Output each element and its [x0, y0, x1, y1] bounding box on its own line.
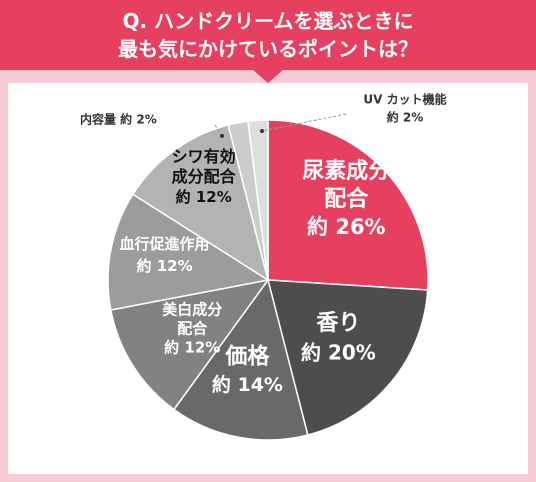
title-banner: [0, 0, 536, 70]
slice-label: 血行促進作用: [120, 235, 210, 253]
pie-slice: [247, 119, 269, 281]
slice-value-label: 約 12%: [164, 339, 220, 357]
leader-line: [261, 113, 347, 132]
pie-slice: [131, 124, 270, 282]
chart-title-line-2: 最も気にかけているポイントは？: [118, 37, 418, 61]
pie-slice: [267, 119, 429, 291]
slice-label: 配合: [324, 186, 369, 212]
pie-slice: [172, 278, 309, 441]
slice-value-label: 約 2%: [387, 110, 424, 125]
slice-value-label: 約 12%: [176, 188, 232, 206]
chart-title-line-1: Q. ハンドクリームを選ぶときに: [122, 9, 414, 33]
slice-label: 配合: [177, 320, 208, 338]
leader-line: [214, 124, 223, 137]
banner-pointer: [252, 69, 284, 83]
slice-value-label: 約 20%: [301, 341, 376, 365]
pie-slice: [107, 193, 271, 311]
slice-label: 美白成分: [162, 301, 222, 319]
slice-label: 尿素成分: [302, 158, 390, 184]
slice-label: 成分配合: [172, 167, 237, 186]
slice-label: UV カット機能: [363, 92, 446, 107]
pie-slice: [109, 278, 270, 411]
slice-value-label: 約 14%: [212, 373, 283, 396]
pie-slice: [267, 279, 429, 436]
slice-value-label: 約 12%: [136, 257, 192, 275]
slice-label: 香り: [316, 311, 360, 336]
slice-label: 内容量 約 2%: [80, 112, 157, 127]
slice-value-label: 約 26%: [307, 215, 386, 239]
slice-label: 価格: [224, 343, 270, 369]
slice-label: シワ有効: [172, 147, 236, 166]
leader-dot: [220, 134, 224, 138]
leader-dot: [260, 129, 264, 133]
